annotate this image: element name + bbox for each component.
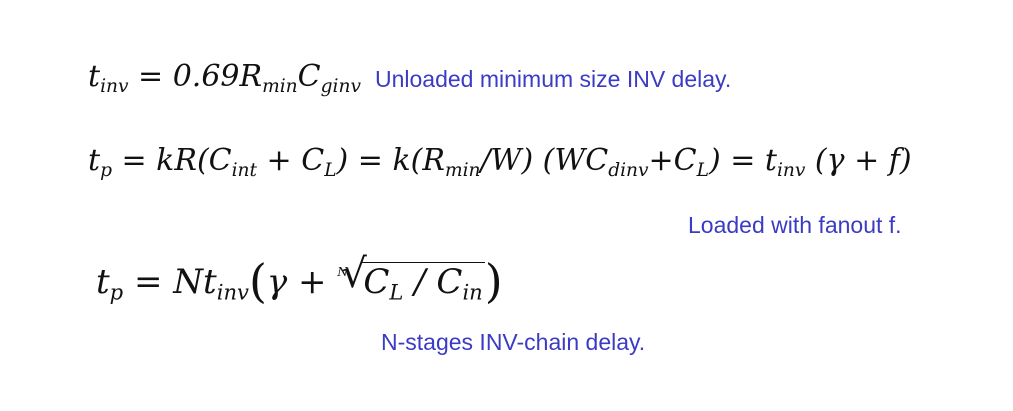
nth-root-icon: N √ CL / Cin	[337, 254, 485, 303]
eq1-t-sub: inv	[100, 75, 129, 97]
eq1-t: t	[88, 59, 101, 94]
eq3-slash: /	[403, 262, 437, 302]
eq2-cl-sub: L	[324, 159, 337, 181]
note-loaded-fanout: Loaded with fanout f.	[688, 212, 902, 238]
eq2-t: t	[88, 143, 101, 178]
eq1-c: C	[297, 59, 321, 94]
eq2-cl2-sub: L	[696, 159, 709, 181]
eq2-part3: ) = k(R	[336, 143, 445, 178]
eq1-r: R	[239, 59, 263, 94]
eq2-cdinv-sub: dinv	[608, 159, 649, 181]
equation-loaded-delay: tp = kR(Cint + CL) = k(Rmin/W) (WCdinv+C…	[88, 143, 912, 180]
eq3-t-sub: p	[109, 279, 124, 305]
eq3-cin: C	[436, 262, 463, 302]
eq2-part5: +C	[648, 143, 697, 178]
eq3-gamma-plus: γ +	[266, 262, 338, 302]
eq3-cin-sub: in	[462, 279, 483, 305]
eq2-cint-sub: int	[231, 159, 258, 181]
eq3-cl-sub: L	[389, 279, 404, 305]
eq1-c-sub: ginv	[320, 75, 361, 97]
note-unloaded: Unloaded minimum size INV delay.	[375, 66, 732, 92]
eq2-rmin-sub: min	[444, 159, 481, 181]
eq2-part6: ) = t	[708, 143, 777, 178]
eq2-part4: /W) (WC	[480, 143, 609, 178]
equation-unloaded-inv-delay: tinv = 0.69RminCginv	[88, 59, 361, 96]
eq1-coef: = 0.69	[128, 59, 240, 94]
root-symbol: √	[341, 251, 367, 297]
eq2-part7: (γ + f)	[805, 143, 912, 178]
eq3-left-paren: (	[248, 254, 267, 308]
root-index: N	[337, 265, 348, 279]
equation-n-stage-chain-delay: tp = Ntinv(γ + N √ CL / Cin)	[96, 254, 503, 305]
radicand: CL / Cin	[361, 262, 485, 303]
eq1-r-sub: min	[262, 75, 298, 97]
note-n-stage-chain: N-stages INV-chain delay.	[381, 329, 646, 355]
eq3-part1: = Nt	[123, 262, 217, 302]
eq3-cl: C	[363, 262, 390, 302]
eq3-right-paren: )	[484, 254, 503, 308]
eq2-t-sub: p	[100, 159, 112, 181]
eq3-tinv-sub: inv	[216, 279, 249, 305]
eq2-tinv-sub: inv	[776, 159, 806, 181]
eq2-part1: = kR(C	[111, 143, 232, 178]
eq3-t: t	[96, 262, 110, 302]
eq2-part2: + C	[257, 143, 325, 178]
